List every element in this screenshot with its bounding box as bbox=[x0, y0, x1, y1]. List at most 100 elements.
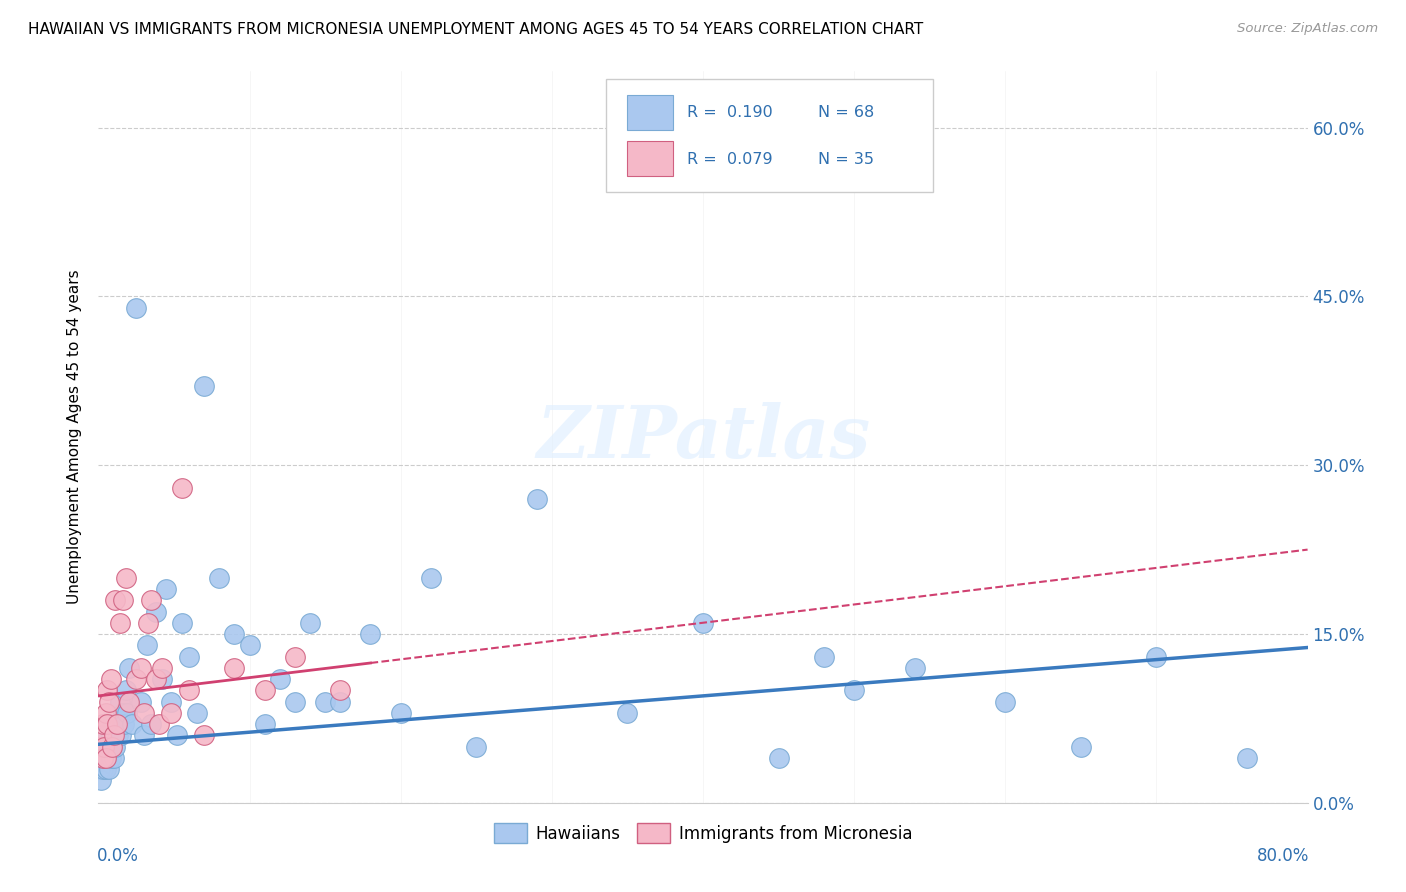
Point bbox=[129, 694, 152, 708]
Point bbox=[1070, 739, 1092, 754]
Point bbox=[329, 694, 352, 708]
Point bbox=[112, 717, 135, 731]
Point bbox=[150, 672, 173, 686]
Point bbox=[1236, 751, 1258, 765]
Point bbox=[125, 672, 148, 686]
Point bbox=[465, 739, 488, 754]
Point bbox=[104, 739, 127, 754]
Point bbox=[93, 728, 115, 742]
Point bbox=[93, 751, 115, 765]
Point bbox=[108, 615, 131, 630]
Point bbox=[89, 739, 111, 754]
Point bbox=[93, 739, 115, 754]
FancyBboxPatch shape bbox=[606, 78, 932, 192]
Point bbox=[224, 661, 246, 675]
Point bbox=[160, 694, 183, 708]
Point bbox=[155, 582, 177, 596]
Point bbox=[118, 661, 141, 675]
Text: 80.0%: 80.0% bbox=[1257, 847, 1309, 864]
Text: R =  0.079: R = 0.079 bbox=[688, 152, 773, 167]
Point bbox=[121, 717, 143, 731]
Point bbox=[91, 717, 114, 731]
Point bbox=[98, 694, 121, 708]
Point bbox=[160, 706, 183, 720]
Point bbox=[136, 615, 159, 630]
Text: 0.0%: 0.0% bbox=[97, 847, 139, 864]
Point bbox=[186, 706, 208, 720]
Point bbox=[94, 762, 117, 776]
Point bbox=[96, 683, 118, 698]
Point bbox=[526, 491, 548, 506]
Point bbox=[100, 728, 122, 742]
Point bbox=[101, 717, 124, 731]
Point bbox=[103, 728, 125, 742]
Bar bbox=[627, 141, 673, 176]
Point bbox=[105, 717, 128, 731]
Point bbox=[91, 739, 114, 754]
Point bbox=[166, 728, 188, 742]
Point bbox=[100, 672, 122, 686]
Legend: Hawaiians, Immigrants from Micronesia: Hawaiians, Immigrants from Micronesia bbox=[486, 817, 920, 849]
Bar bbox=[627, 95, 673, 130]
Point bbox=[141, 717, 163, 731]
Point bbox=[904, 661, 927, 675]
Point bbox=[107, 728, 129, 742]
Point bbox=[98, 739, 121, 754]
Point bbox=[314, 694, 336, 708]
Point bbox=[150, 661, 173, 675]
Point bbox=[94, 706, 117, 720]
Point bbox=[148, 717, 170, 731]
Point bbox=[253, 717, 276, 731]
Point bbox=[299, 615, 322, 630]
Point bbox=[1144, 649, 1167, 664]
Y-axis label: Unemployment Among Ages 45 to 54 years: Unemployment Among Ages 45 to 54 years bbox=[67, 269, 83, 605]
Point bbox=[329, 683, 352, 698]
Point bbox=[105, 717, 128, 731]
Point bbox=[108, 694, 131, 708]
Point bbox=[103, 728, 125, 742]
Point bbox=[193, 728, 215, 742]
Point bbox=[224, 627, 246, 641]
Point bbox=[145, 605, 167, 619]
Text: ZIPatlas: ZIPatlas bbox=[536, 401, 870, 473]
Point bbox=[91, 762, 114, 776]
Point bbox=[96, 751, 118, 765]
Point bbox=[90, 728, 112, 742]
Point bbox=[420, 571, 443, 585]
Point bbox=[91, 751, 114, 765]
Point bbox=[208, 571, 231, 585]
Point bbox=[94, 751, 117, 765]
Point bbox=[125, 301, 148, 315]
Point bbox=[100, 751, 122, 765]
Point bbox=[239, 638, 262, 652]
Point bbox=[90, 751, 112, 765]
Point bbox=[253, 683, 276, 698]
Point bbox=[98, 762, 121, 776]
Point bbox=[132, 706, 155, 720]
Point bbox=[110, 728, 132, 742]
Text: HAWAIIAN VS IMMIGRANTS FROM MICRONESIA UNEMPLOYMENT AMONG AGES 45 TO 54 YEARS CO: HAWAIIAN VS IMMIGRANTS FROM MICRONESIA U… bbox=[28, 22, 924, 37]
Point bbox=[94, 739, 117, 754]
Point bbox=[101, 739, 124, 754]
Point bbox=[170, 481, 193, 495]
Point bbox=[193, 379, 215, 393]
Point bbox=[179, 649, 201, 664]
Point bbox=[768, 751, 790, 765]
Text: R =  0.190: R = 0.190 bbox=[688, 105, 773, 120]
Point bbox=[129, 661, 152, 675]
Point bbox=[89, 762, 111, 776]
Point bbox=[90, 773, 112, 788]
Point bbox=[360, 627, 382, 641]
Point bbox=[101, 739, 124, 754]
Text: N = 68: N = 68 bbox=[818, 105, 875, 120]
Point bbox=[145, 672, 167, 686]
Text: Source: ZipAtlas.com: Source: ZipAtlas.com bbox=[1237, 22, 1378, 36]
Point bbox=[389, 706, 412, 720]
Point bbox=[170, 615, 193, 630]
Point bbox=[269, 672, 291, 686]
Point bbox=[114, 683, 136, 698]
Point bbox=[115, 706, 138, 720]
Point bbox=[813, 649, 835, 664]
Point bbox=[994, 694, 1017, 708]
Point bbox=[111, 593, 134, 607]
